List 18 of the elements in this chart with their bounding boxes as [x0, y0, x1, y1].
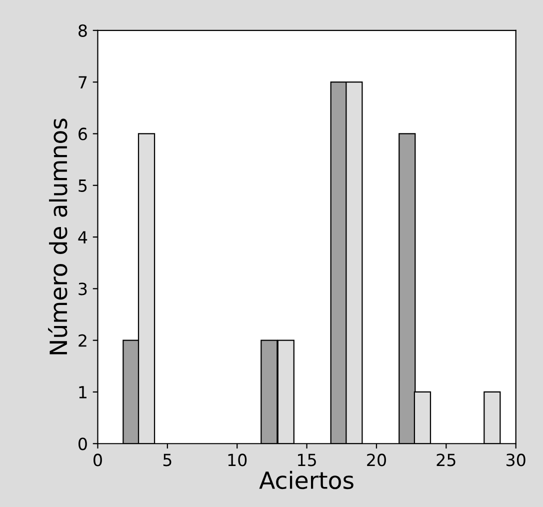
y-tick-label: 3 [78, 282, 87, 296]
x-tick-label: 0 [94, 454, 102, 466]
y-tick-label: 7 [78, 76, 87, 88]
x-tick-label: 15 [298, 454, 316, 466]
x-tick-label: 30 [506, 454, 526, 466]
x-axis-title: Aciertos [259, 470, 354, 490]
y-tick-label: 5 [78, 180, 87, 192]
x-tick-label: 10 [228, 454, 247, 466]
y-tick-label: 2 [78, 334, 86, 347]
y-tick-label: 6 [78, 128, 87, 140]
y-axis-title: Número de alumnos [48, 118, 68, 354]
x-tick-label: 25 [436, 454, 456, 466]
y-tick-label: 1 [79, 386, 86, 398]
y-tick-label: 4 [78, 231, 88, 244]
x-tick-label: 5 [163, 454, 172, 466]
y-tick-label: 0 [78, 438, 87, 450]
x-tick-label: 20 [367, 454, 386, 466]
y-tick-label: 8 [78, 24, 87, 37]
